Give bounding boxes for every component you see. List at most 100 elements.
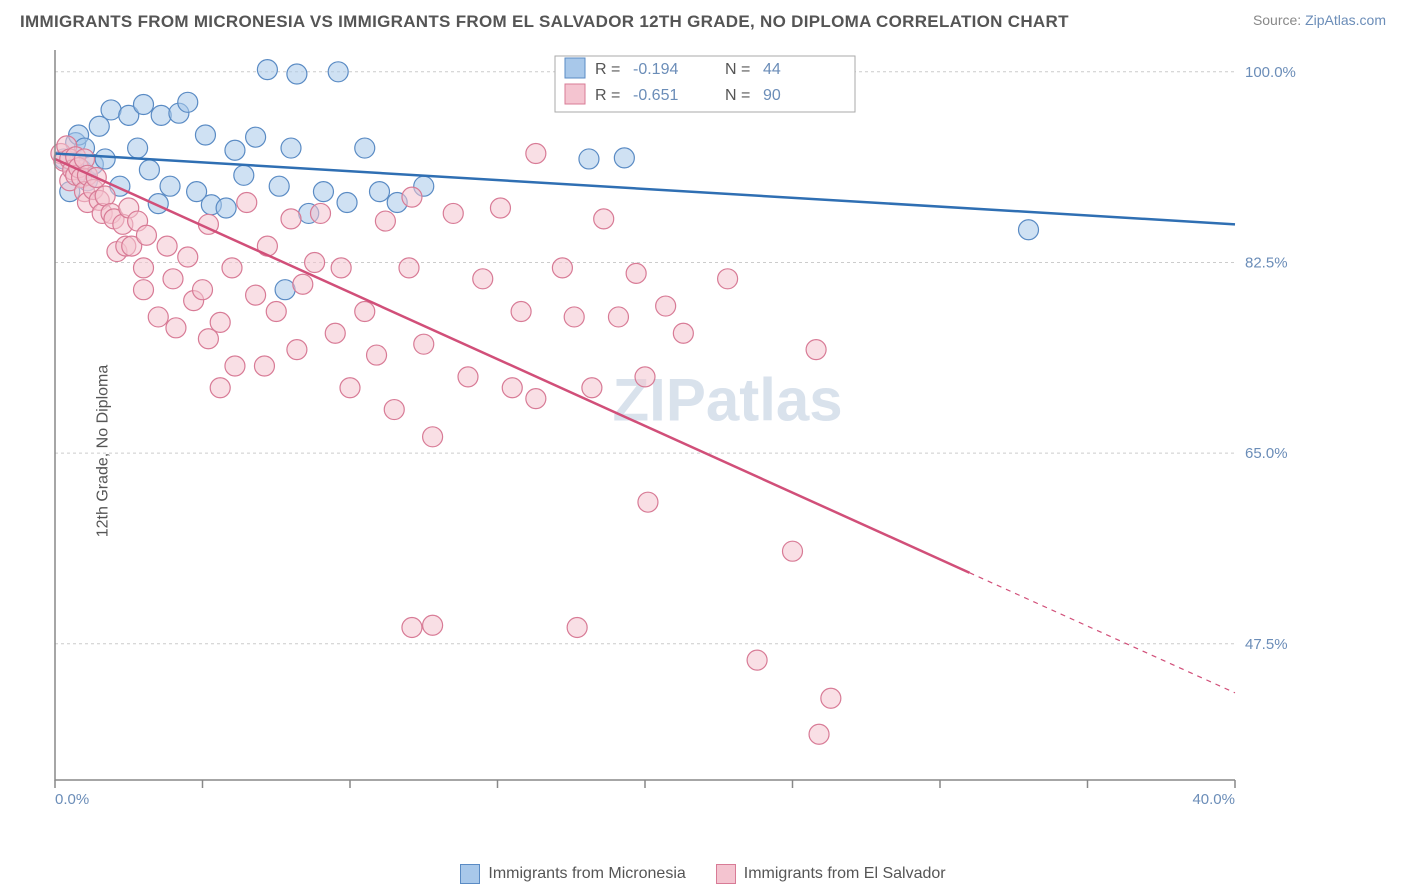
data-point-elsalvador bbox=[136, 225, 156, 245]
source-attribution: Source: ZipAtlas.com bbox=[1253, 12, 1386, 28]
data-point-elsalvador bbox=[473, 269, 493, 289]
data-point-micronesia bbox=[139, 160, 159, 180]
data-point-elsalvador bbox=[246, 285, 266, 305]
legend-label-micronesia: Immigrants from Micronesia bbox=[488, 865, 685, 883]
data-point-micronesia bbox=[355, 138, 375, 158]
stats-n-label-micronesia: N = bbox=[725, 61, 750, 78]
chart-title: IMMIGRANTS FROM MICRONESIA VS IMMIGRANTS… bbox=[20, 12, 1069, 32]
data-point-elsalvador bbox=[552, 258, 572, 278]
source-link[interactable]: ZipAtlas.com bbox=[1305, 12, 1386, 28]
source-prefix: Source: bbox=[1253, 12, 1305, 28]
legend-swatch-elsalvador bbox=[716, 864, 736, 884]
data-point-elsalvador bbox=[157, 236, 177, 256]
data-point-elsalvador bbox=[718, 269, 738, 289]
data-point-elsalvador bbox=[355, 301, 375, 321]
data-point-elsalvador bbox=[502, 378, 522, 398]
data-point-elsalvador bbox=[266, 301, 286, 321]
data-point-elsalvador bbox=[210, 378, 230, 398]
legend-label-elsalvador: Immigrants from El Salvador bbox=[744, 865, 946, 883]
data-point-elsalvador bbox=[399, 258, 419, 278]
data-point-micronesia bbox=[195, 125, 215, 145]
data-point-elsalvador bbox=[638, 492, 658, 512]
x-tick-label-left: 0.0% bbox=[55, 791, 89, 808]
data-point-elsalvador bbox=[254, 356, 274, 376]
legend-item-micronesia: Immigrants from Micronesia bbox=[460, 864, 685, 884]
data-point-elsalvador bbox=[673, 323, 693, 343]
data-point-elsalvador bbox=[331, 258, 351, 278]
data-point-elsalvador bbox=[594, 209, 614, 229]
y-tick-label: 100.0% bbox=[1245, 64, 1296, 81]
stats-n-value-elsalvador: 90 bbox=[763, 87, 781, 104]
data-point-micronesia bbox=[287, 64, 307, 84]
data-point-micronesia bbox=[160, 176, 180, 196]
data-point-elsalvador bbox=[210, 312, 230, 332]
data-point-elsalvador bbox=[134, 280, 154, 300]
data-point-micronesia bbox=[178, 92, 198, 112]
data-point-micronesia bbox=[269, 176, 289, 196]
x-tick-label-right: 40.0% bbox=[1192, 791, 1235, 808]
data-point-elsalvador bbox=[193, 280, 213, 300]
stats-swatch-micronesia bbox=[565, 58, 585, 78]
data-point-micronesia bbox=[337, 193, 357, 213]
data-point-micronesia bbox=[313, 182, 333, 202]
stats-r-label-elsalvador: R = bbox=[595, 87, 620, 104]
data-point-elsalvador bbox=[402, 617, 422, 637]
data-point-elsalvador bbox=[134, 258, 154, 278]
data-point-micronesia bbox=[234, 165, 254, 185]
data-point-elsalvador bbox=[490, 198, 510, 218]
data-point-elsalvador bbox=[608, 307, 628, 327]
data-point-elsalvador bbox=[225, 356, 245, 376]
data-point-elsalvador bbox=[747, 650, 767, 670]
data-point-elsalvador bbox=[166, 318, 186, 338]
data-point-micronesia bbox=[101, 100, 121, 120]
data-point-micronesia bbox=[370, 182, 390, 202]
data-point-elsalvador bbox=[237, 193, 257, 213]
data-point-elsalvador bbox=[325, 323, 345, 343]
data-point-micronesia bbox=[1019, 220, 1039, 240]
data-point-elsalvador bbox=[148, 307, 168, 327]
data-point-elsalvador bbox=[293, 274, 313, 294]
scatter-chart-svg: 47.5%65.0%82.5%100.0%ZIPatlas0.0%40.0%R … bbox=[45, 50, 1305, 810]
data-point-elsalvador bbox=[423, 615, 443, 635]
data-point-elsalvador bbox=[806, 340, 826, 360]
data-point-elsalvador bbox=[567, 617, 587, 637]
data-point-elsalvador bbox=[582, 378, 602, 398]
data-point-micronesia bbox=[216, 198, 236, 218]
data-point-elsalvador bbox=[414, 334, 434, 354]
data-point-elsalvador bbox=[340, 378, 360, 398]
trend-line-dashed-elsalvador bbox=[970, 573, 1236, 693]
data-point-micronesia bbox=[614, 148, 634, 168]
data-point-micronesia bbox=[128, 138, 148, 158]
data-point-elsalvador bbox=[783, 541, 803, 561]
data-point-elsalvador bbox=[564, 307, 584, 327]
data-point-elsalvador bbox=[402, 187, 422, 207]
data-point-elsalvador bbox=[526, 144, 546, 164]
legend-bottom: Immigrants from Micronesia Immigrants fr… bbox=[0, 864, 1406, 884]
data-point-elsalvador bbox=[311, 203, 331, 223]
y-tick-label: 47.5% bbox=[1245, 636, 1288, 653]
data-point-elsalvador bbox=[626, 263, 646, 283]
legend-swatch-micronesia bbox=[460, 864, 480, 884]
y-tick-label: 82.5% bbox=[1245, 254, 1288, 271]
data-point-elsalvador bbox=[305, 252, 325, 272]
data-point-elsalvador bbox=[821, 688, 841, 708]
data-point-elsalvador bbox=[526, 389, 546, 409]
stats-r-value-micronesia: -0.194 bbox=[633, 61, 678, 78]
data-point-elsalvador bbox=[423, 427, 443, 447]
y-tick-label: 65.0% bbox=[1245, 445, 1288, 462]
stats-n-value-micronesia: 44 bbox=[763, 61, 781, 78]
stats-swatch-elsalvador bbox=[565, 84, 585, 104]
chart-container: 12th Grade, No Diploma 47.5%65.0%82.5%10… bbox=[45, 50, 1386, 852]
data-point-micronesia bbox=[328, 62, 348, 82]
data-point-elsalvador bbox=[458, 367, 478, 387]
data-point-elsalvador bbox=[635, 367, 655, 387]
header-bar: IMMIGRANTS FROM MICRONESIA VS IMMIGRANTS… bbox=[0, 0, 1406, 32]
stats-r-label-micronesia: R = bbox=[595, 61, 620, 78]
data-point-micronesia bbox=[134, 94, 154, 114]
data-point-micronesia bbox=[151, 105, 171, 125]
data-point-elsalvador bbox=[367, 345, 387, 365]
data-point-elsalvador bbox=[443, 203, 463, 223]
data-point-elsalvador bbox=[511, 301, 531, 321]
data-point-elsalvador bbox=[287, 340, 307, 360]
data-point-elsalvador bbox=[384, 400, 404, 420]
